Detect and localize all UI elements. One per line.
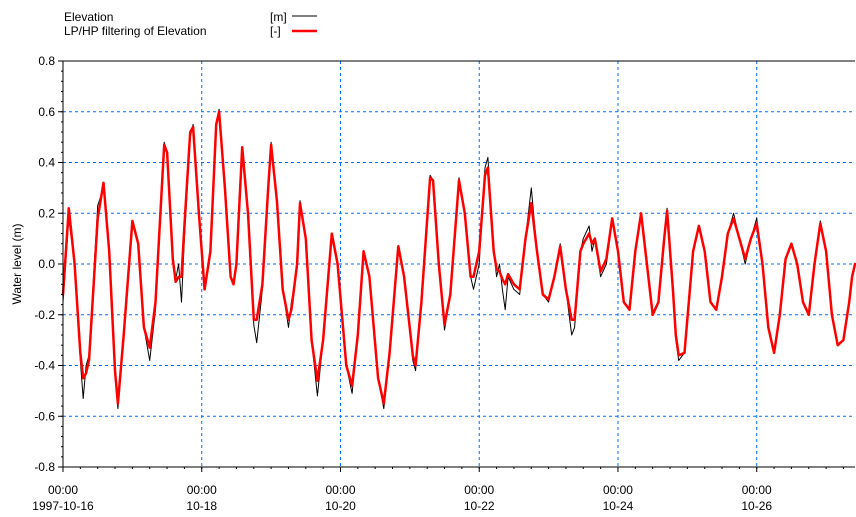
x-axis-ticks: 00:00 1997-10-16 00:00 10-18 00:00 10-20 00:00…	[32, 467, 844, 513]
x-tick-date-label: 10-24	[603, 499, 634, 513]
gridlines	[63, 61, 855, 467]
x-tick-time-label: 00:00	[187, 483, 217, 497]
y-tick-label: 0.8	[38, 54, 55, 68]
series-layer	[61, 108, 856, 410]
y-tick-label: -0.8	[34, 460, 55, 474]
y-tick-label: -0.6	[34, 409, 55, 423]
y-axis-title: Water level (m)	[10, 224, 24, 305]
x-tick-time-label: 00:00	[464, 483, 494, 497]
legend-unit-filtered: [-]	[270, 24, 281, 38]
y-tick-label: 0.4	[38, 156, 55, 170]
series-line-filtered	[61, 110, 856, 405]
y-tick-label: -0.4	[34, 359, 55, 373]
x-tick-time-label: 00:00	[742, 483, 772, 497]
legend-label-elevation: Elevation	[64, 10, 113, 24]
y-tick-label: -0.2	[34, 308, 55, 322]
legend: Elevation [m] LP/HP filtering of Elevati…	[64, 10, 317, 38]
x-tick-date-label: 10-22	[464, 499, 495, 513]
y-tick-label: 0.6	[38, 105, 55, 119]
x-tick-date-label: 10-20	[325, 499, 356, 513]
x-tick-time-label: 00:00	[48, 483, 78, 497]
legend-unit-elevation: [m]	[270, 10, 287, 24]
y-axis-ticks: 0.8 0.6 0.4 0.2 0.0 -0.2 -0.4 -0.6 -0.8	[34, 54, 63, 474]
x-tick-time-label: 00:00	[603, 483, 633, 497]
x-tick-date-label: 10-26	[741, 499, 772, 513]
x-tick-date-label: 10-18	[186, 499, 217, 513]
x-tick-date-label: 1997-10-16	[32, 499, 94, 513]
legend-label-filtered: LP/HP filtering of Elevation	[64, 24, 207, 38]
y-tick-label: 0.2	[38, 206, 55, 220]
x-tick-time-label: 00:00	[325, 483, 355, 497]
y-tick-label: 0.0	[38, 257, 55, 271]
